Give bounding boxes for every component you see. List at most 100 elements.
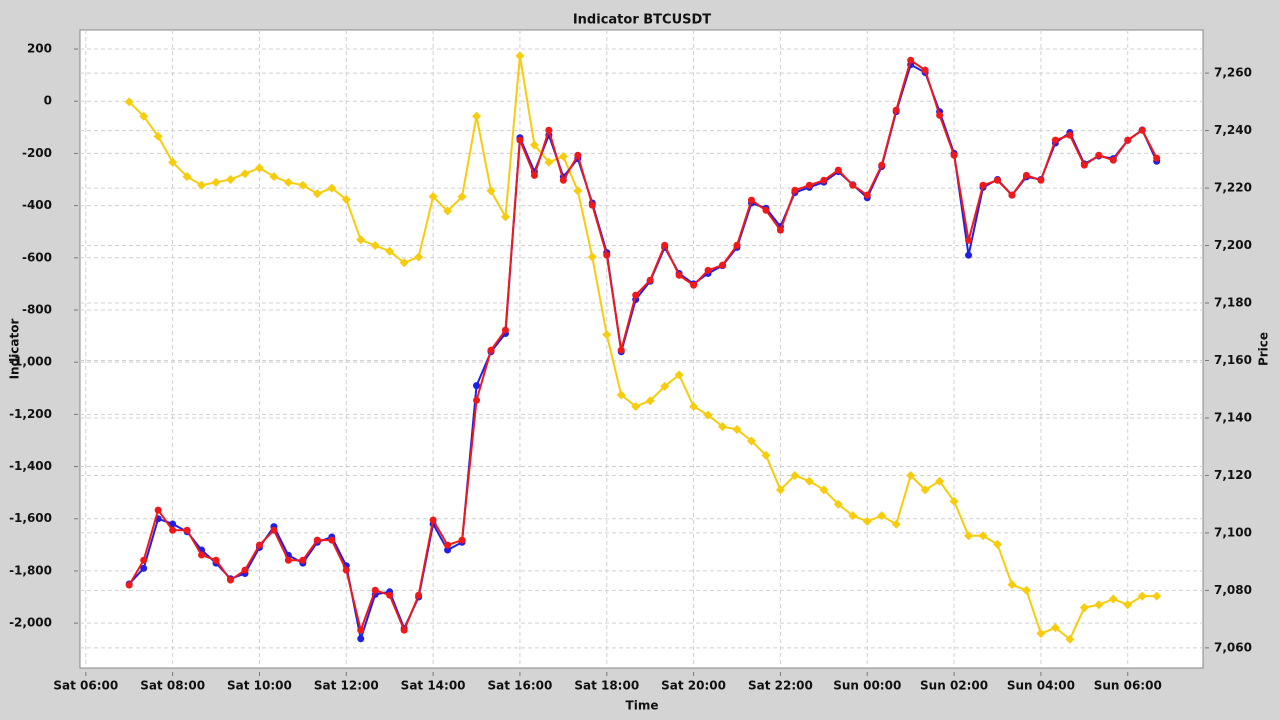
point (733, 241, 741, 249)
y2-tick-label: 7,140 (1214, 410, 1252, 424)
point (675, 271, 683, 279)
point (790, 470, 800, 480)
point (645, 396, 655, 406)
point (227, 576, 235, 584)
point (849, 181, 857, 189)
point (283, 177, 293, 187)
y2-tick-label: 7,260 (1214, 66, 1252, 80)
x-tick-label: Sun 04:00 (1007, 679, 1075, 693)
point (935, 476, 945, 486)
point (140, 556, 148, 564)
point (197, 180, 207, 190)
point (921, 66, 929, 74)
point (646, 276, 654, 284)
point (169, 526, 177, 534)
point (428, 192, 438, 202)
point (891, 519, 901, 529)
point (1138, 126, 1146, 134)
x-tick-label: Sat 18:00 (574, 679, 639, 693)
y-tick-label: -400 (22, 198, 52, 212)
point (1094, 600, 1104, 610)
point (1153, 154, 1161, 162)
point (487, 346, 495, 354)
point (530, 171, 538, 179)
point (385, 246, 395, 256)
point (848, 511, 858, 521)
point (1080, 161, 1088, 169)
point (183, 526, 191, 534)
point (588, 201, 596, 209)
point (602, 330, 612, 340)
y-tick-label: -1,000 (9, 355, 52, 369)
point (269, 172, 279, 182)
point (965, 236, 973, 244)
y-tick-label: -1,600 (9, 511, 52, 525)
point (371, 586, 379, 594)
point (791, 186, 799, 194)
point (241, 566, 249, 574)
y-tick-label: -800 (22, 302, 52, 316)
point (674, 370, 684, 380)
y2-tick-label: 7,080 (1214, 583, 1252, 597)
point (762, 206, 770, 214)
point (1037, 176, 1045, 184)
point (1022, 171, 1030, 179)
point (472, 111, 482, 121)
point (545, 126, 553, 134)
point (906, 470, 916, 480)
y2-tick-label: 7,220 (1214, 181, 1252, 195)
point (328, 536, 336, 544)
y2-tick-label: 7,100 (1214, 525, 1252, 539)
point (616, 390, 626, 400)
point (703, 410, 713, 420)
point (1065, 634, 1075, 644)
point (400, 626, 408, 634)
point (587, 252, 597, 262)
x-tick-label: Sat 06:00 (53, 679, 118, 693)
point (327, 183, 337, 193)
point (775, 485, 785, 495)
point (603, 251, 611, 259)
point (139, 111, 149, 121)
point (443, 206, 453, 216)
point (949, 496, 959, 506)
point (1152, 591, 1162, 601)
point (298, 180, 308, 190)
point (892, 106, 900, 114)
point (544, 157, 554, 167)
point (878, 161, 886, 169)
point (414, 252, 424, 262)
point (500, 212, 510, 222)
x-tick-label: Sun 00:00 (833, 679, 901, 693)
point (877, 511, 887, 521)
point (863, 191, 871, 199)
point (631, 401, 641, 411)
point (704, 266, 712, 274)
plot-area (79, 29, 1204, 669)
y2-tick-label: 7,120 (1214, 468, 1252, 482)
point (212, 556, 220, 564)
point (776, 226, 784, 234)
point (342, 566, 350, 574)
x-tick-label: Sat 08:00 (140, 679, 205, 693)
y2-axis-label: Price (1257, 332, 1271, 366)
point (254, 163, 264, 173)
point (515, 51, 525, 61)
point (1066, 131, 1074, 139)
point (689, 401, 699, 411)
point (1109, 156, 1117, 164)
point (718, 422, 728, 432)
point (312, 189, 322, 199)
point (473, 382, 481, 390)
point (169, 520, 177, 528)
x-tick-label: Sat 20:00 (661, 679, 726, 693)
y-tick-label: 0 (44, 94, 52, 108)
point (313, 536, 321, 544)
y-tick-label: -1,800 (9, 563, 52, 577)
point (429, 516, 437, 524)
point (1021, 585, 1031, 595)
point (1007, 580, 1017, 590)
point (833, 499, 843, 509)
point (617, 346, 625, 354)
